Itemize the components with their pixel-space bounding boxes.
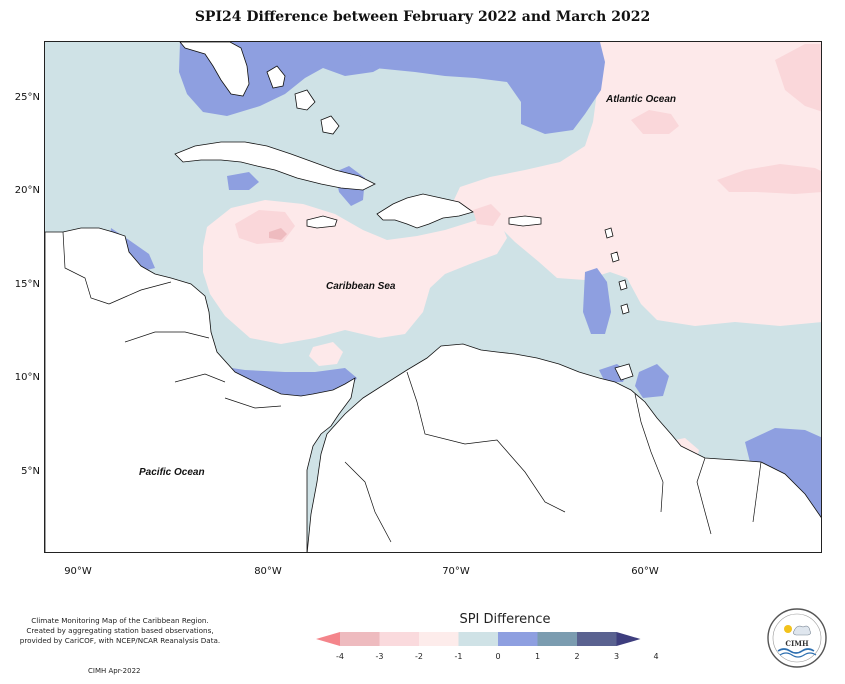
logo-text: CIMH xyxy=(785,639,809,648)
color-legend: -4 -3 -2 -1 0 1 2 3 4 xyxy=(316,632,659,661)
legend-swatch xyxy=(379,632,419,646)
legend-swatch xyxy=(340,632,380,646)
lat-tick-25n: 25°N xyxy=(14,92,40,103)
lon-tick-80w: 80°W xyxy=(254,566,282,577)
country-borders xyxy=(62,231,762,543)
legend-arrow-left xyxy=(316,632,340,646)
legend-arrow-right xyxy=(616,632,641,646)
legend-tick-label: 3 xyxy=(614,652,619,661)
cimh-logo: CIMH xyxy=(767,608,827,668)
lon-tick-70w: 70°W xyxy=(442,566,470,577)
legend-title: SPI Difference xyxy=(459,612,551,627)
border-suriname-guiana xyxy=(752,461,762,523)
land-south-america xyxy=(306,343,821,552)
land-antilles-4 xyxy=(620,303,630,315)
credits-line-3: provided by CariCOF, with NCEP/NCAR Rean… xyxy=(19,636,221,645)
legend-tick-label: 4 xyxy=(653,652,658,661)
lon-tick-60w: 60°W xyxy=(631,566,659,577)
border-venezuela-guyana xyxy=(634,393,664,513)
land-puerto-rico xyxy=(508,215,542,227)
windward-positive-patch xyxy=(583,268,611,334)
land-antilles-3 xyxy=(618,279,628,291)
lat-tick-10n: 10°N xyxy=(14,372,40,383)
legend-swatch xyxy=(458,632,498,646)
sun-icon xyxy=(784,625,792,633)
label-caribbean-sea: Caribbean Sea xyxy=(326,281,396,292)
legend-swatch xyxy=(419,632,459,646)
lat-tick-5n: 5°N xyxy=(21,466,40,477)
legend-tick-label: -2 xyxy=(415,652,423,661)
border-nicaragua xyxy=(124,331,210,343)
legend-tick-label: -3 xyxy=(376,652,384,661)
border-colombia-venezuela xyxy=(406,371,566,513)
tobago-positive-patch xyxy=(635,364,669,398)
pink-patch-south xyxy=(309,342,343,366)
land-florida xyxy=(179,42,250,97)
cuba-positive-patch xyxy=(227,172,259,190)
lon-tick-90w: 90°W xyxy=(64,566,92,577)
legend-swatch xyxy=(537,632,577,646)
atlantic-north-positive-region xyxy=(345,42,605,134)
caribbean-minus3-spot xyxy=(269,228,287,240)
credits-block: Climate Monitoring Map of the Caribbean … xyxy=(10,616,230,646)
legend-swatch xyxy=(498,632,538,646)
land-antilles-1 xyxy=(604,227,614,239)
atlantic-negative-region xyxy=(453,42,821,326)
border-colombia-south xyxy=(344,461,392,543)
legend-tick-label: -1 xyxy=(455,652,463,661)
credits-line-1: Climate Monitoring Map of the Caribbean … xyxy=(31,616,209,625)
credits-line-2: Created by aggregating station based obs… xyxy=(26,626,214,635)
legend-tick-label: 0 xyxy=(495,652,500,661)
land-bahamas-2 xyxy=(294,89,316,111)
legend-tick-label: 1 xyxy=(535,652,540,661)
land-bahamas-3 xyxy=(320,115,340,135)
land-antilles-2 xyxy=(610,251,620,263)
spi-map-svg xyxy=(45,42,821,552)
land-yucatan xyxy=(45,227,356,552)
label-atlantic-ocean: Atlantic Ocean xyxy=(606,94,677,105)
label-pacific-ocean: Pacific Ocean xyxy=(139,467,205,478)
border-costa-rica xyxy=(174,373,226,383)
land-cuba xyxy=(174,141,376,191)
border-guyana-suriname xyxy=(696,457,712,535)
lat-tick-20n: 20°N xyxy=(14,185,40,196)
land-group xyxy=(45,42,821,552)
land-bahamas xyxy=(266,65,286,89)
atlantic-minus2-patch xyxy=(631,110,679,134)
map-panel xyxy=(44,41,822,553)
border-panama xyxy=(224,397,282,409)
hispaniola-minus2-patch xyxy=(473,204,501,226)
lat-tick-15n: 15°N xyxy=(14,279,40,290)
atlantic-minus2-ne xyxy=(775,44,821,112)
land-hispaniola xyxy=(376,193,474,229)
issue-date: CIMH Apr-2022 xyxy=(88,667,141,675)
land-jamaica xyxy=(306,215,338,229)
legend-tick-label: 2 xyxy=(574,652,579,661)
logo-inner-ring xyxy=(772,613,822,663)
atlantic-minus2-east xyxy=(717,164,821,194)
legend-tick-label: -4 xyxy=(336,652,344,661)
wave-icon xyxy=(777,648,815,654)
border-honduras xyxy=(108,281,172,305)
map-title: SPI24 Difference between February 2022 a… xyxy=(194,9,651,25)
border-guatemala xyxy=(62,231,110,305)
legend-swatch xyxy=(577,632,617,646)
land-trinidad xyxy=(614,363,634,381)
wave-icon-2 xyxy=(779,652,817,658)
cloud-icon xyxy=(793,625,811,636)
